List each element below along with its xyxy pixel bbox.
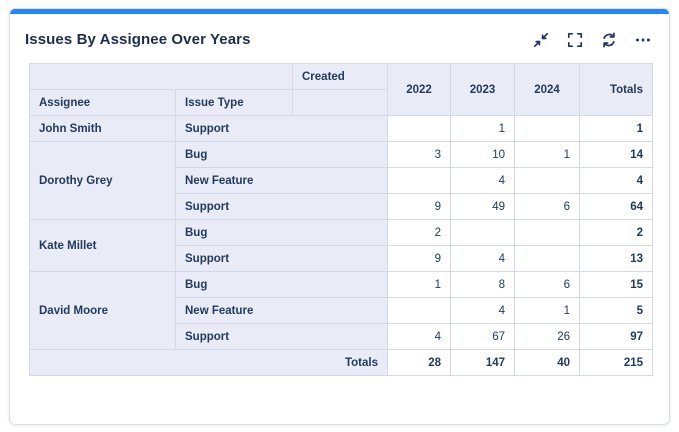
card-title: Issues By Assignee Over Years <box>25 31 251 48</box>
assignee-cell: Dorothy Grey <box>29 141 176 220</box>
assignee-cell: Kate Millet <box>29 219 176 272</box>
value-cell: 6 <box>514 271 580 298</box>
header-totals-col: Totals <box>579 63 653 116</box>
header-year-2023: 2023 <box>450 63 515 116</box>
value-cell <box>387 297 451 324</box>
row-total-cell: 4 <box>579 167 653 194</box>
value-cell: 1 <box>450 115 515 142</box>
more-icon <box>635 32 651 48</box>
card-toolbar <box>532 31 651 48</box>
row-total-cell: 2 <box>579 219 653 246</box>
issue-type-cell: Bug <box>175 271 388 298</box>
totals-value-cell: 147 <box>450 349 515 376</box>
card-accent-bar <box>10 9 669 14</box>
value-cell: 10 <box>450 141 515 168</box>
assignee-cell: John Smith <box>29 115 176 142</box>
header-empty-cell <box>29 63 293 90</box>
value-cell: 1 <box>514 141 580 168</box>
totals-value-cell: 40 <box>514 349 580 376</box>
header-created: Created <box>292 63 388 90</box>
issue-type-cell: New Feature <box>175 297 388 324</box>
value-cell: 4 <box>450 167 515 194</box>
pivot-table-container: Created 2022 2023 2024 Totals Assignee Issue T… <box>10 63 669 376</box>
header-created-empty <box>292 89 388 116</box>
value-cell: 49 <box>450 193 515 220</box>
value-cell: 2 <box>387 219 451 246</box>
value-cell <box>387 167 451 194</box>
value-cell: 26 <box>514 323 580 350</box>
issue-type-cell: New Feature <box>175 167 388 194</box>
fullscreen-icon <box>567 32 583 48</box>
row-total-cell: 15 <box>579 271 653 298</box>
row-total-cell: 97 <box>579 323 653 350</box>
assignee-cell: David Moore <box>29 271 176 350</box>
value-cell: 4 <box>450 245 515 272</box>
value-cell <box>514 167 580 194</box>
header-issue-type: Issue Type <box>175 89 293 116</box>
collapse-button[interactable] <box>532 31 549 48</box>
row-total-cell: 14 <box>579 141 653 168</box>
value-cell: 67 <box>450 323 515 350</box>
issue-type-cell: Support <box>175 115 388 142</box>
value-cell: 4 <box>387 323 451 350</box>
header-year-2022: 2022 <box>387 63 451 116</box>
issue-type-cell: Bug <box>175 141 388 168</box>
row-total-cell: 5 <box>579 297 653 324</box>
card-header: Issues By Assignee Over Years <box>10 14 669 63</box>
value-cell: 1 <box>514 297 580 324</box>
value-cell <box>514 115 580 142</box>
row-total-cell: 13 <box>579 245 653 272</box>
refresh-icon <box>601 32 617 48</box>
issue-type-cell: Support <box>175 193 388 220</box>
value-cell: 9 <box>387 193 451 220</box>
value-cell: 3 <box>387 141 451 168</box>
value-cell: 1 <box>387 271 451 298</box>
value-cell: 9 <box>387 245 451 272</box>
grand-total-cell: 215 <box>579 349 653 376</box>
pivot-table: Created 2022 2023 2024 Totals Assignee Issue T… <box>29 63 653 376</box>
value-cell <box>514 219 580 246</box>
row-total-cell: 64 <box>579 193 653 220</box>
refresh-button[interactable] <box>600 31 617 48</box>
totals-value-cell: 28 <box>387 349 451 376</box>
issue-type-cell: Bug <box>175 219 388 246</box>
fullscreen-button[interactable] <box>566 31 583 48</box>
value-cell <box>514 245 580 272</box>
value-cell <box>387 115 451 142</box>
value-cell: 4 <box>450 297 515 324</box>
totals-row-label: Totals <box>29 349 388 376</box>
header-assignee: Assignee <box>29 89 176 116</box>
collapse-icon <box>533 32 549 48</box>
value-cell: 8 <box>450 271 515 298</box>
issue-type-cell: Support <box>175 323 388 350</box>
row-total-cell: 1 <box>579 115 653 142</box>
dashboard-card: Issues By Assignee Over Years <box>9 8 670 425</box>
more-button[interactable] <box>634 31 651 48</box>
value-cell <box>450 219 515 246</box>
header-year-2024: 2024 <box>514 63 580 116</box>
value-cell: 6 <box>514 193 580 220</box>
issue-type-cell: Support <box>175 245 388 272</box>
